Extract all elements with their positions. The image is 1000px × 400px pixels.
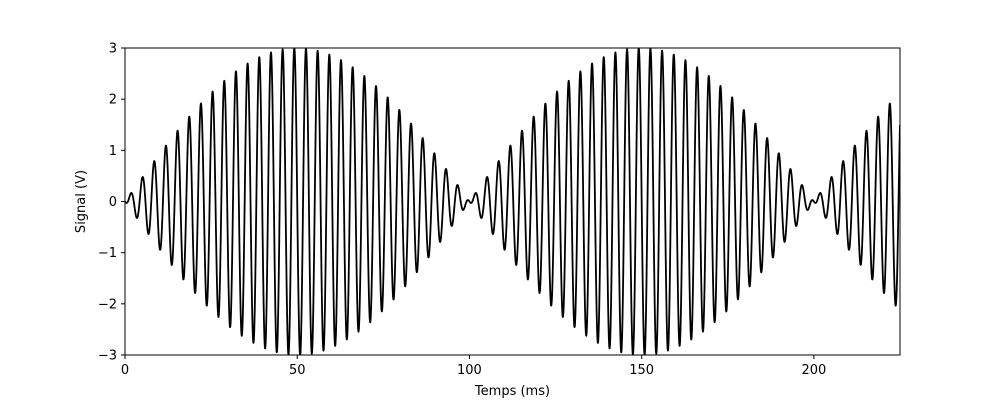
y-tick-label: −3 bbox=[98, 349, 117, 364]
y-tick-label: −1 bbox=[98, 246, 117, 261]
x-tick-label: 100 bbox=[457, 363, 482, 378]
y-tick-label: 1 bbox=[109, 144, 117, 159]
series-line-0 bbox=[125, 48, 900, 355]
y-tick-label: 2 bbox=[109, 93, 117, 108]
x-tick-label: 150 bbox=[629, 363, 654, 378]
x-tick-label: 200 bbox=[801, 363, 826, 378]
y-tick-label: 3 bbox=[109, 42, 117, 57]
plot-area: 0 50 100 150 200 −3 −2 −1 0 1 2 3 bbox=[98, 42, 901, 378]
y-tick-label: 0 bbox=[109, 195, 117, 210]
y-axis-label: Signal (V) bbox=[74, 170, 89, 233]
x-tick-label: 0 bbox=[121, 363, 129, 378]
x-tick-label: 50 bbox=[289, 363, 306, 378]
x-axis-label: Temps (ms) bbox=[474, 384, 550, 399]
y-tick-label: −2 bbox=[98, 297, 117, 312]
